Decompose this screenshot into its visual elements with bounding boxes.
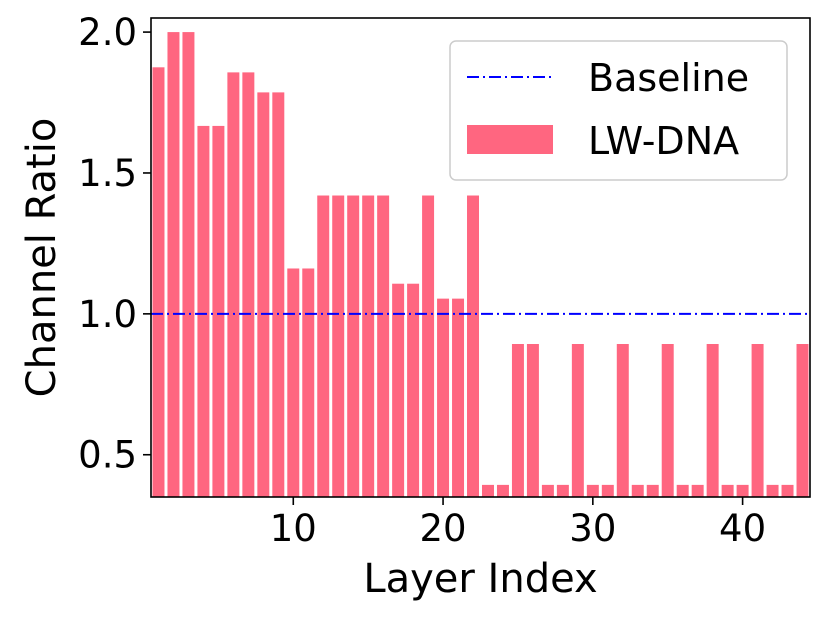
legend-lw-dna-swatch: [467, 125, 553, 154]
bar-layer-2: [167, 32, 180, 498]
bar-layer-23: [481, 484, 494, 497]
bar-layer-12: [317, 195, 330, 497]
bar-layer-35: [661, 344, 674, 497]
bar-layer-28: [556, 484, 569, 497]
bar-group: [152, 32, 809, 498]
tick-group: 10 20 30 40 0.5 1.0 1.5 2.0: [78, 11, 766, 550]
bar-layer-33: [631, 484, 644, 497]
x-axis-label: Layer Index: [363, 556, 597, 602]
bar-layer-4: [197, 125, 210, 497]
bar-layer-21: [452, 298, 465, 497]
bar-layer-42: [766, 484, 779, 497]
y-tick-label-1.5: 1.5: [78, 152, 137, 195]
bar-layer-13: [332, 195, 345, 497]
bar-layer-19: [422, 195, 435, 497]
legend-baseline-label: Baseline: [588, 56, 749, 100]
bar-layer-16: [377, 195, 390, 497]
bar-layer-41: [751, 344, 764, 497]
bar-layer-37: [691, 484, 704, 497]
bar-layer-32: [616, 344, 629, 497]
bar-layer-22: [467, 195, 480, 497]
x-tick-label-40: 40: [719, 507, 766, 550]
legend-lw-dna-label: LW-DNA: [588, 119, 739, 163]
bar-layer-9: [272, 92, 285, 498]
y-tick-label-1.0: 1.0: [78, 293, 137, 336]
x-tick-label-30: 30: [569, 507, 616, 550]
bar-layer-40: [736, 484, 749, 497]
bar-layer-17: [392, 283, 405, 497]
bar-layer-10: [287, 268, 300, 497]
bar-layer-18: [407, 283, 420, 497]
bar-layer-34: [646, 484, 659, 497]
bar-layer-24: [496, 484, 509, 497]
bar-layer-5: [212, 125, 225, 497]
bar-layer-39: [721, 484, 734, 497]
plot-frame: [150, 17, 811, 498]
bar-layer-20: [437, 298, 450, 497]
y-tick-label-2.0: 2.0: [78, 11, 137, 54]
bar-layer-26: [526, 344, 539, 497]
x-tick-label-10: 10: [270, 507, 317, 550]
bar-layer-43: [781, 484, 794, 497]
bar-layer-14: [347, 195, 360, 497]
y-axis-label: Channel Ratio: [19, 118, 65, 398]
bar-layer-7: [242, 72, 255, 497]
bar-layer-6: [227, 72, 240, 497]
bar-layer-44: [796, 344, 809, 497]
bar-layer-8: [257, 92, 270, 498]
bar-layer-30: [586, 484, 599, 497]
bar-layer-27: [541, 484, 554, 497]
bar-layer-15: [362, 195, 375, 497]
legend: Baseline LW-DNA: [449, 40, 788, 181]
bar-layer-36: [676, 484, 689, 497]
bar-layer-25: [511, 344, 524, 497]
bar-layer-31: [601, 484, 614, 497]
y-tick-label-0.5: 0.5: [78, 434, 137, 477]
x-tick-label-20: 20: [420, 507, 467, 550]
bar-layer-29: [571, 344, 584, 497]
bar-layer-1: [152, 67, 165, 497]
bar-layer-38: [706, 344, 719, 497]
bar-layer-3: [182, 32, 195, 498]
bar-layer-11: [302, 268, 315, 497]
